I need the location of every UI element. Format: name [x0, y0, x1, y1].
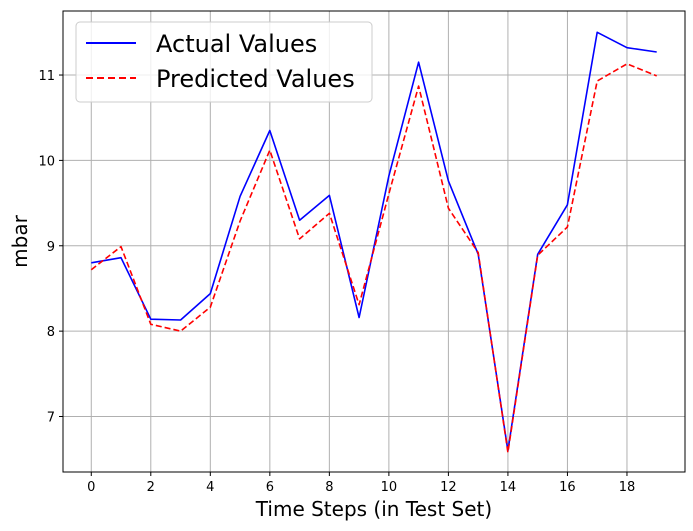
series-lines [90, 31, 657, 454]
y-tick-label: 10 [38, 154, 55, 169]
plot-frame [62, 10, 686, 473]
y-tick-label: 11 [38, 69, 55, 84]
y-tick-label: 8 [47, 325, 55, 340]
x-tick-label: 10 [381, 480, 398, 495]
legend-label-actual: Actual Values [156, 30, 317, 58]
y-tick-label: 7 [47, 411, 55, 426]
legend-box [75, 21, 373, 103]
x-tick-label: 12 [440, 480, 457, 495]
x-tick-label: 0 [87, 480, 95, 495]
y-tick-label: 9 [47, 240, 55, 255]
x-tick-label: 4 [206, 480, 214, 495]
axis-ticks: 0 2 4 6 8 10 12 14 16 18 7 8 9 10 11 [38, 69, 635, 495]
x-tick-label: 6 [266, 480, 274, 495]
x-tick-label: 18 [619, 480, 636, 495]
x-tick-label: 8 [325, 480, 333, 495]
x-tick-label: 16 [559, 480, 576, 495]
series-line-actual [91, 31, 657, 452]
legend-label-predicted: Predicted Values [156, 65, 355, 93]
x-tick-label: 14 [500, 480, 517, 495]
legend: Actual Values Predicted Values [75, 21, 373, 103]
x-axis-label: Time Steps (in Test Set) [255, 497, 492, 521]
series-line-predicted [90, 63, 657, 454]
x-tick-label: 2 [147, 480, 155, 495]
y-axis-label: mbar [8, 214, 32, 267]
